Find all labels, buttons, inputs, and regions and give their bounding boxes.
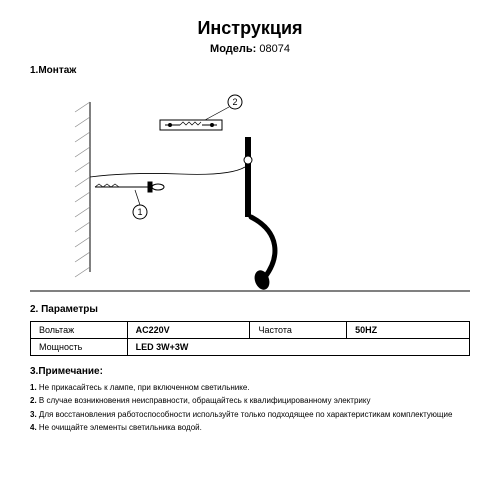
table-row: Мощность LED 3W+3W: [31, 339, 470, 356]
cell-power-label: Мощность: [31, 339, 128, 356]
cell-freq-label: Частота: [250, 322, 347, 339]
section-params: 2. Параметры: [30, 304, 470, 315]
callout-1-leader: [135, 190, 140, 205]
note-1: 1. Не прикасайтесь к лампе, при включенн…: [30, 383, 470, 393]
note-3: 3. Для восстановления работоспособности …: [30, 410, 470, 420]
callout-2-leader: [205, 107, 229, 120]
model-value: 08074: [259, 43, 290, 55]
section-montage: 1.Монтаж: [30, 65, 470, 76]
page-title: Инструкция: [30, 18, 470, 39]
model-label: Модель:: [210, 43, 256, 55]
lamp-body-icon: [244, 137, 275, 292]
note-2: 2. В случае возникновения неисправности,…: [30, 396, 470, 406]
callout-1-label: 1: [137, 207, 142, 217]
note-4: 4. Не очищайте элементы светильника водо…: [30, 423, 470, 433]
cell-voltage-label: Вольтаж: [31, 322, 128, 339]
bracket-icon: [160, 120, 222, 130]
cell-freq-value: 50HZ: [347, 322, 470, 339]
params-table: Вольтаж AC220V Частота 50HZ Мощность LED…: [30, 321, 470, 356]
model-row: Модель: 08074: [30, 43, 470, 55]
mounting-diagram: 2 1: [30, 82, 470, 292]
cell-power-value: LED 3W+3W: [127, 339, 469, 356]
notes-list: 1. Не прикасайтесь к лампе, при включенн…: [30, 383, 470, 434]
section-notes: 3.Примечание:: [30, 366, 470, 377]
screw-icon: [95, 182, 164, 192]
table-row: Вольтаж AC220V Частота 50HZ: [31, 322, 470, 339]
callout-2-label: 2: [232, 97, 237, 107]
wall-hatch: [75, 102, 90, 277]
wire-icon: [90, 167, 245, 177]
cell-voltage-value: AC220V: [127, 322, 250, 339]
